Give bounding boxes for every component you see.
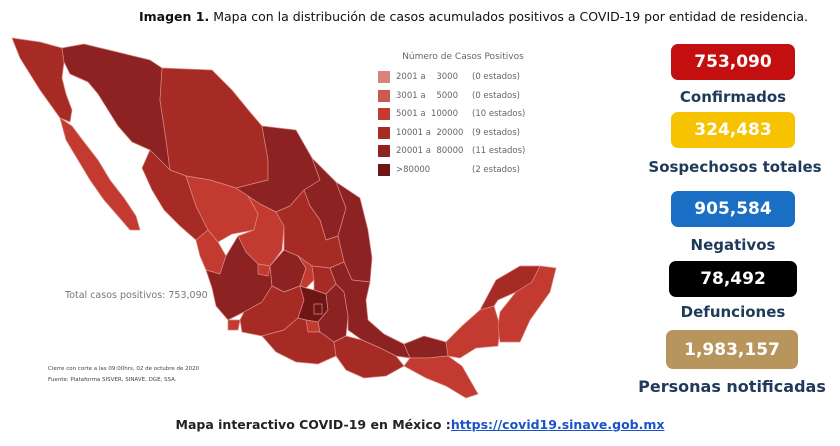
confirmed-count-box: 753,090: [671, 44, 795, 80]
legend-swatch: [378, 145, 390, 158]
legend-count: (2 estados): [472, 164, 520, 175]
deaths-count-box: 78,492: [669, 261, 797, 297]
caption-label: Imagen 1.: [138, 9, 210, 24]
state-aguascalientes: [257, 263, 271, 277]
total-cases-label: Total casos positivos: 753,090: [65, 290, 208, 301]
cutoff-note: Cierre con corte a las 09:00hrs, 02 de o…: [48, 366, 200, 372]
legend-item: 5001 a 10000 (10 estados): [378, 105, 548, 124]
footer-text: Mapa interactivo COVID-19 en México :: [175, 417, 451, 432]
state-tabasco: [403, 335, 449, 359]
confirmed-label: Confirmados: [679, 88, 787, 106]
confirmed-count: 753,090: [694, 52, 772, 72]
deaths-count: 78,492: [700, 269, 766, 289]
source-note: Fuente: Plataforma SISVER, SINAVE, DGE, …: [48, 377, 177, 383]
suspected-count: 324,483: [694, 120, 772, 140]
interactive-map-link[interactable]: https://covid19.sinave.gob.mx: [450, 417, 665, 432]
legend-count: (9 estados): [472, 127, 520, 138]
mexico-covid-map: [11, 37, 557, 399]
legend-item: 10001 a 20000 (9 estados): [378, 124, 548, 143]
legend-range: 2001 a 3000: [396, 72, 458, 83]
legend-count: (0 estados): [472, 72, 520, 83]
state-chiapas: [403, 355, 479, 399]
legend-swatch: [378, 126, 390, 139]
map-legend: Número de Casos Positivos 2001 a 3000 (0…: [378, 52, 548, 179]
state-ciudad-de-mexico: [313, 303, 323, 315]
figure-caption: Imagen 1. Mapa con la distribución de ca…: [0, 9, 840, 24]
footer: Mapa interactivo COVID-19 en México :htt…: [0, 417, 840, 432]
legend-item: 2001 a 3000 (0 estados): [378, 68, 548, 87]
state-colima: [227, 319, 241, 331]
legend-item: >80000 (2 estados): [378, 161, 548, 180]
legend-range: >80000: [396, 164, 431, 175]
legend-item: 20001 a 80000 (11 estados): [378, 142, 548, 161]
negative-count: 905,584: [694, 199, 772, 219]
notified-count-box: 1,983,157: [666, 330, 798, 369]
legend-range: 3001 a 5000: [396, 90, 458, 101]
state-quintana-roo: [497, 265, 557, 343]
legend-swatch: [378, 163, 390, 176]
legend-range: 5001 a 10000: [396, 109, 458, 120]
legend-swatch: [378, 71, 390, 84]
state-baja-california-sur: [59, 117, 141, 231]
legend-swatch: [378, 108, 390, 121]
state-campeche: [445, 305, 501, 359]
legend-range: 10001 a 20000: [396, 127, 464, 138]
legend-count: (11 estados): [472, 146, 526, 157]
state-guerrero: [261, 317, 337, 365]
notified-label: Personas notificadas: [638, 377, 826, 396]
caption-text: Mapa con la distribución de casos acumul…: [209, 9, 808, 24]
legend-range: 20001 a 80000: [396, 146, 464, 157]
legend-title: Número de Casos Positivos: [402, 52, 524, 62]
negative-count-box: 905,584: [671, 191, 795, 227]
legend-count: (0 estados): [472, 90, 520, 101]
state-chihuahua: [159, 67, 269, 189]
suspected-count-box: 324,483: [671, 112, 795, 148]
negative-label: Negativos: [690, 236, 776, 254]
legend-swatch: [378, 89, 390, 102]
suspected-label: Sospechosos totales: [648, 158, 822, 176]
legend-item: 3001 a 5000 (0 estados): [378, 87, 548, 106]
deaths-label: Defunciones: [680, 303, 786, 321]
legend-count: (10 estados): [472, 109, 526, 120]
notified-count: 1,983,157: [684, 339, 780, 360]
